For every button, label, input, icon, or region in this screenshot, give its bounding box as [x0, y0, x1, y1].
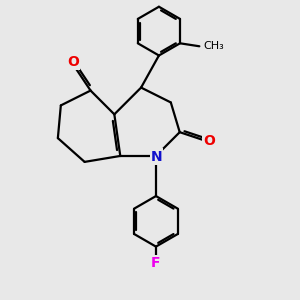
Text: O: O — [203, 134, 215, 148]
Text: N: N — [151, 149, 162, 164]
Text: F: F — [151, 256, 161, 270]
Text: O: O — [67, 55, 79, 69]
Text: CH₃: CH₃ — [204, 41, 225, 51]
